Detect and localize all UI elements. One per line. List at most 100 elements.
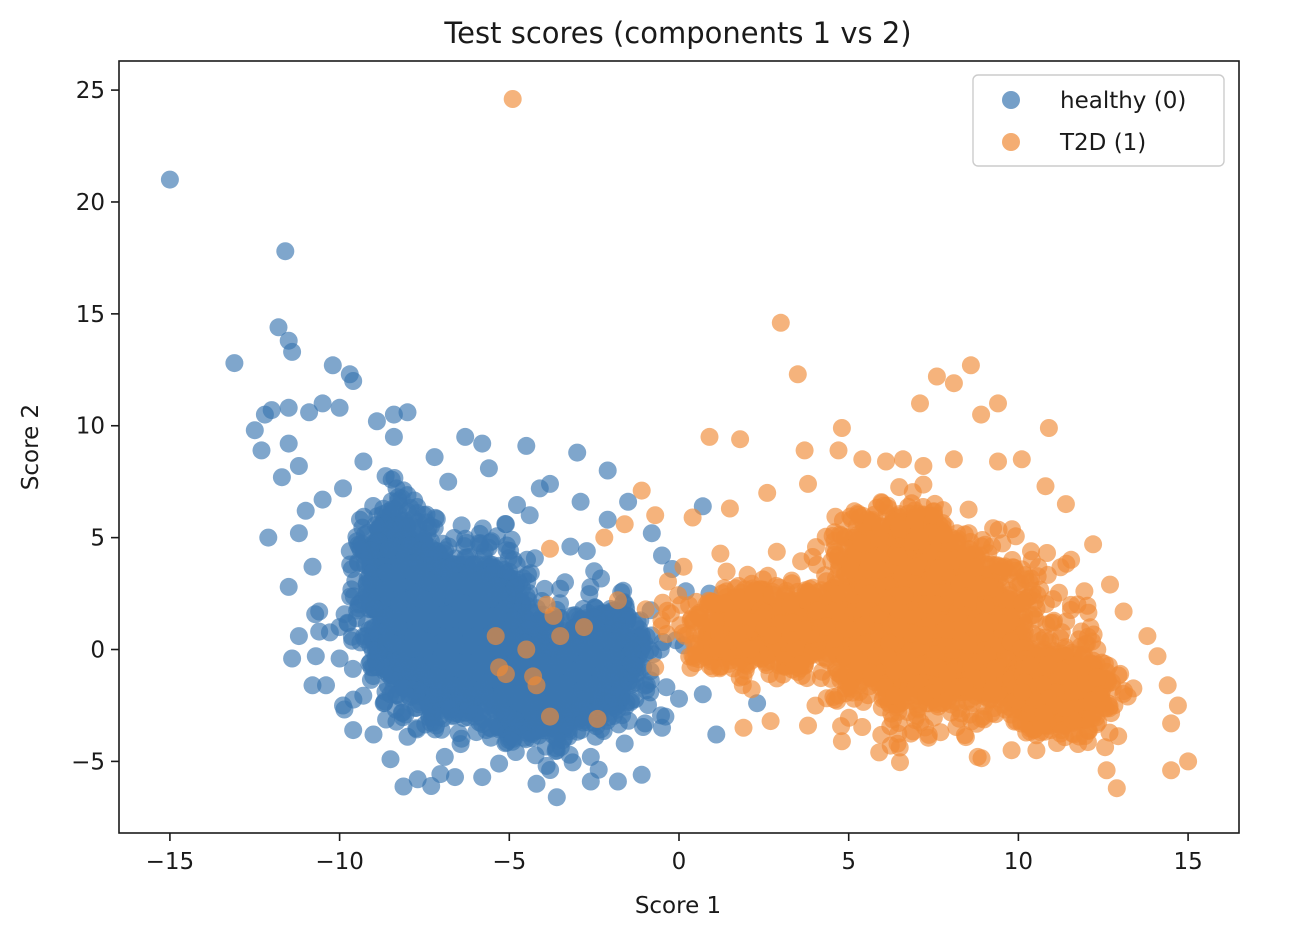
data-point — [364, 658, 383, 677]
data-point — [707, 725, 726, 744]
data-point — [577, 542, 596, 561]
data-point — [306, 647, 325, 666]
data-point — [598, 510, 617, 529]
data-point — [425, 448, 444, 467]
chart-title: Test scores (components 1 vs 2) — [443, 16, 911, 50]
data-point — [510, 684, 529, 703]
data-point — [527, 774, 546, 793]
data-point — [611, 676, 630, 695]
data-point — [310, 602, 329, 621]
data-point — [279, 434, 298, 453]
data-point — [541, 474, 559, 493]
data-point — [394, 777, 413, 796]
data-point — [504, 610, 523, 629]
data-point — [354, 452, 373, 471]
data-point — [585, 562, 604, 581]
data-point — [560, 745, 579, 764]
data-point — [581, 747, 600, 766]
data-point — [473, 434, 492, 453]
data-point — [600, 693, 619, 712]
data-point — [404, 639, 423, 658]
data-point — [651, 640, 670, 659]
data-point — [452, 516, 471, 535]
data-point — [608, 772, 627, 791]
data-point — [357, 575, 376, 594]
data-point — [289, 457, 308, 475]
data-point — [379, 540, 398, 559]
data-point — [421, 573, 440, 592]
data-point — [279, 398, 298, 417]
data-point — [276, 242, 295, 261]
data-point — [436, 645, 455, 664]
data-point — [693, 685, 712, 704]
data-point — [639, 696, 657, 714]
data-point — [374, 694, 393, 713]
data-point — [537, 756, 556, 775]
data-point — [289, 524, 308, 543]
data-point — [473, 768, 492, 787]
data-point — [441, 699, 460, 718]
data-point — [451, 735, 470, 754]
data-point — [334, 479, 352, 498]
data-point — [303, 557, 322, 576]
data-point — [508, 496, 526, 514]
data-point — [656, 707, 675, 726]
data-point — [456, 427, 475, 446]
data-point — [457, 653, 476, 672]
data-point — [445, 555, 464, 574]
data-point — [505, 578, 524, 597]
data-point — [445, 676, 463, 695]
data-point — [361, 541, 380, 560]
data-point — [384, 427, 403, 446]
data-point — [503, 732, 522, 751]
data-point — [622, 653, 641, 672]
data-point — [435, 747, 454, 766]
data-point — [381, 750, 400, 769]
data-point — [538, 655, 556, 674]
data-point — [283, 342, 302, 361]
data-point — [367, 412, 386, 431]
data-point — [615, 734, 634, 753]
data-point — [486, 700, 505, 719]
data-point — [389, 654, 407, 673]
data-point — [468, 626, 487, 645]
data-point — [480, 718, 499, 737]
data-point — [317, 676, 335, 695]
data-point — [561, 537, 580, 556]
data-point — [605, 611, 624, 630]
data-point — [470, 570, 489, 589]
data-point — [581, 772, 600, 791]
data-point — [330, 618, 349, 637]
data-point — [398, 486, 417, 505]
data-point — [517, 436, 536, 455]
data-point — [459, 696, 478, 715]
data-point — [313, 394, 332, 413]
data-point — [535, 579, 554, 598]
data-point — [571, 492, 590, 511]
data-point — [245, 421, 264, 440]
data-point — [351, 510, 369, 529]
data-point — [525, 549, 544, 568]
data-point — [497, 541, 516, 560]
data-point — [262, 401, 281, 420]
data-point — [422, 777, 441, 795]
data-point — [479, 459, 498, 478]
data-point — [340, 542, 359, 561]
data-point — [446, 768, 464, 787]
data-point — [398, 727, 417, 746]
data-point — [330, 398, 349, 417]
data-point — [767, 542, 786, 561]
data-point — [283, 649, 302, 668]
data-point — [670, 689, 688, 708]
data-point — [364, 725, 383, 744]
data-point — [376, 467, 395, 486]
data-point — [344, 721, 363, 740]
data-point — [354, 686, 373, 705]
data-point — [252, 441, 271, 460]
data-point — [289, 627, 308, 646]
data-point — [474, 679, 493, 697]
data-point — [578, 644, 597, 663]
data-point — [460, 547, 479, 566]
data-point — [296, 501, 315, 520]
